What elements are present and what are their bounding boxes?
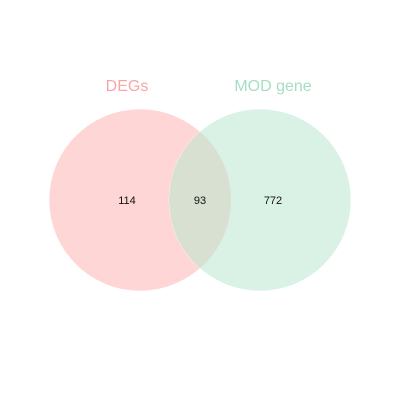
degs-set-label: DEGs: [106, 78, 149, 95]
degs-only-count: 114: [118, 195, 136, 207]
intersection-count: 93: [194, 195, 206, 207]
intersection-region: [169, 109, 231, 291]
mod-gene-set-label: MOD gene: [234, 78, 311, 95]
mod-gene-only-count: 772: [264, 195, 282, 207]
